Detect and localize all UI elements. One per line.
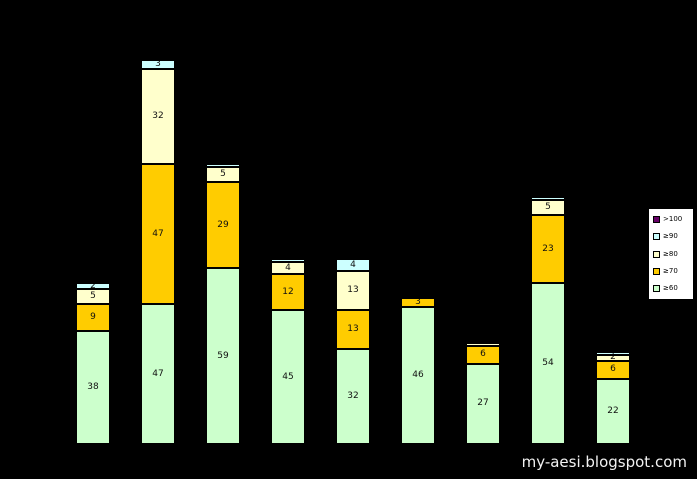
legend-swatch-ge-80	[653, 250, 660, 258]
legend-swatch-ge-90	[653, 233, 660, 241]
bar-segment-label: 13	[347, 285, 359, 296]
bar-segment[interactable]	[206, 164, 240, 168]
legend-item: ≥60	[653, 282, 690, 295]
bar-segment-label: 6	[610, 364, 616, 375]
legend-swatch-over-100	[653, 216, 660, 223]
legend-label: ≥70	[663, 266, 678, 275]
bar-segment[interactable]: 13	[336, 310, 370, 349]
bar-segment[interactable]: 9	[76, 304, 110, 331]
bar-segment-label: 3	[155, 60, 161, 69]
legend-item: ≥80	[653, 248, 690, 261]
bar-segment[interactable]: 29	[206, 182, 240, 269]
bar-segment[interactable]: 3	[141, 60, 175, 69]
bar-segment-label: 29	[217, 219, 229, 230]
bar-segment[interactable]: 54	[531, 283, 565, 444]
bar-segment[interactable]: 13	[336, 271, 370, 311]
bar-segment-label: 32	[152, 111, 164, 122]
bar-segment[interactable]: 47	[141, 164, 175, 305]
bar-segment-label: 12	[282, 286, 294, 297]
bar-segment[interactable]: 3	[401, 298, 435, 308]
bar-segment[interactable]: 6	[596, 360, 630, 379]
legend-item: >100	[653, 213, 690, 226]
bar-segment-label: 4	[350, 259, 356, 270]
bar-segment[interactable]: 32	[141, 68, 175, 165]
bar-column[interactable]: 6 27	[466, 342, 500, 444]
legend-item: ≥70	[653, 265, 690, 278]
bar-column[interactable]: 2 5 9 38	[76, 283, 110, 444]
bar-segment-label: 3	[415, 298, 421, 308]
bar-segment[interactable]: 5	[531, 199, 565, 215]
legend-label: ≥90	[663, 232, 678, 241]
bar-segment[interactable]: 4	[271, 262, 305, 275]
bar-segment[interactable]: 2	[596, 354, 630, 361]
bar-segment[interactable]: 5	[206, 167, 240, 183]
bar-segment-label: 4	[285, 262, 291, 273]
bar-segment-label: 54	[542, 358, 554, 369]
bar-segment[interactable]	[531, 196, 565, 200]
bar-segment[interactable]: 2	[76, 283, 110, 290]
bar-segment[interactable]: 47	[141, 304, 175, 444]
legend-swatch-ge-70	[653, 267, 660, 275]
bar-segment-label: 47	[152, 368, 164, 379]
bar-segment-label: 32	[347, 390, 359, 401]
bar-column[interactable]: 4 12 45	[271, 259, 305, 444]
legend-label: ≥80	[663, 249, 678, 258]
bar-segment-label: 5	[90, 291, 96, 302]
bar-segment-label: 13	[347, 323, 359, 334]
bar-segment[interactable]: 23	[531, 214, 565, 284]
bar-segment-label: 5	[545, 201, 551, 212]
bar-segment[interactable]: 4	[336, 259, 370, 272]
bar-segment-label: 6	[480, 349, 486, 360]
bar-segment-label: 45	[282, 371, 294, 382]
legend-swatch-ge-60	[653, 285, 660, 292]
bar-segment-label: 2	[610, 354, 616, 361]
chart-legend: >100 ≥90 ≥80 ≥70 ≥60	[648, 208, 694, 300]
bar-segment[interactable]	[271, 259, 305, 263]
bar-column[interactable]: 4 13 13 32	[336, 256, 370, 444]
bar-column[interactable]: 3 46	[401, 298, 435, 444]
legend-item: ≥90	[653, 230, 690, 243]
bar-segment[interactable]	[336, 256, 370, 260]
legend-label: >100	[663, 215, 683, 223]
bar-segment-label: 1	[610, 353, 616, 354]
legend-label: ≥60	[663, 284, 678, 292]
bar-segment[interactable]	[466, 342, 500, 346]
bar-segment[interactable]: 45	[271, 310, 305, 444]
bar-segment[interactable]: 12	[271, 274, 305, 311]
bar-segment[interactable]: 5	[76, 289, 110, 305]
bar-segment-label: 38	[87, 381, 99, 392]
bar-segment[interactable]: 46	[401, 307, 435, 444]
bar-segment-label: 59	[217, 350, 229, 361]
bar-segment[interactable]: 1	[596, 351, 630, 355]
bar-segment-label: 2	[90, 283, 96, 290]
bar-column[interactable]: 5 29 59	[206, 164, 240, 444]
bar-segment-label: 27	[477, 398, 489, 409]
bar-column[interactable]: 3 32 47 47	[141, 60, 175, 444]
bar-segment-label: 22	[607, 405, 619, 416]
bar-segment[interactable]: 38	[76, 330, 110, 444]
bar-segment[interactable]: 22	[596, 378, 630, 444]
bar-segment[interactable]: 6	[466, 345, 500, 364]
bar-segment[interactable]: 27	[466, 363, 500, 444]
bar-segment[interactable]: 59	[206, 268, 240, 444]
watermark: my-aesi.blogspot.com	[521, 453, 687, 471]
bar-column[interactable]: 5 23 54	[531, 196, 565, 444]
bar-segment-label: 9	[90, 312, 96, 322]
bar-column[interactable]: 12 6 22	[596, 351, 630, 444]
bar-segment[interactable]: 32	[336, 348, 370, 444]
bar-segment-label: 23	[542, 243, 554, 254]
bar-segment-label: 5	[220, 169, 226, 180]
bar-segment-label: 47	[152, 228, 164, 239]
bar-segment-label: 46	[412, 370, 424, 381]
